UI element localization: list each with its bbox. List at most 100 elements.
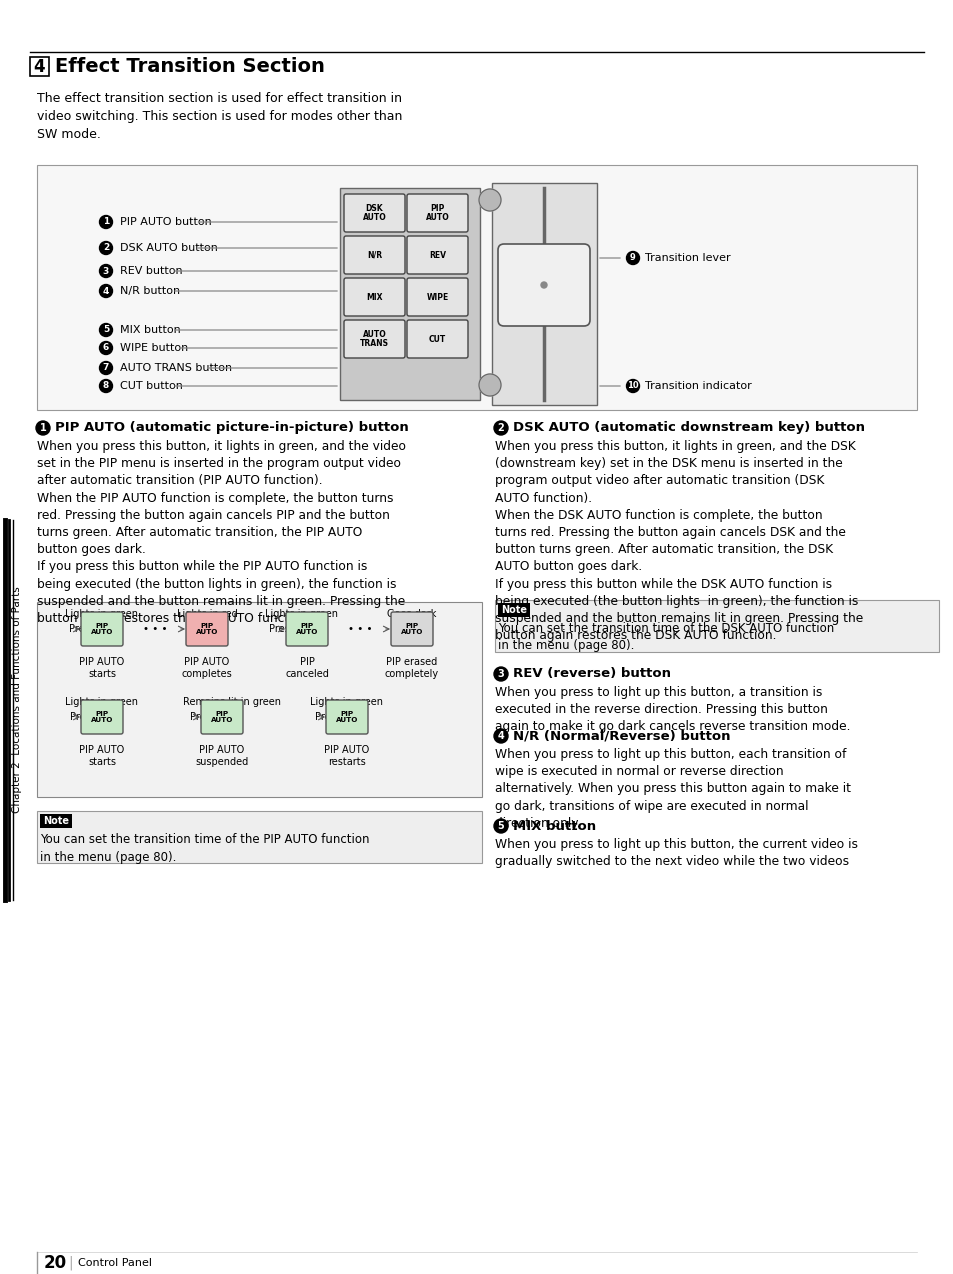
Bar <box>497 603 530 617</box>
Text: 5: 5 <box>497 820 504 831</box>
Circle shape <box>99 242 112 255</box>
Circle shape <box>478 375 500 396</box>
Text: 20: 20 <box>44 1254 67 1271</box>
FancyBboxPatch shape <box>497 245 589 326</box>
FancyBboxPatch shape <box>286 612 328 646</box>
Circle shape <box>626 251 639 265</box>
Text: 4: 4 <box>33 57 45 75</box>
Text: 5: 5 <box>103 325 109 335</box>
Text: N/R button: N/R button <box>120 285 180 296</box>
Text: Note: Note <box>500 605 526 615</box>
Text: Press: Press <box>269 624 294 634</box>
Text: 9: 9 <box>630 254 636 262</box>
FancyBboxPatch shape <box>407 278 468 316</box>
Circle shape <box>36 420 50 434</box>
Text: 3: 3 <box>497 669 504 679</box>
Text: PIP AUTO
restarts: PIP AUTO restarts <box>324 745 369 767</box>
Circle shape <box>99 265 112 278</box>
Text: Press: Press <box>314 712 340 722</box>
Text: You can set the transition time of the PIP AUTO function
in the menu (page 80).: You can set the transition time of the P… <box>40 833 369 864</box>
Text: 10: 10 <box>626 381 639 391</box>
Circle shape <box>494 819 507 833</box>
Text: PIP AUTO
completes: PIP AUTO completes <box>181 657 233 679</box>
Text: Note: Note <box>43 817 69 826</box>
Text: CUT button: CUT button <box>120 381 183 391</box>
Bar <box>40 814 71 828</box>
Text: REV (reverse) button: REV (reverse) button <box>513 668 670 680</box>
Circle shape <box>626 380 639 392</box>
Text: PIP AUTO button: PIP AUTO button <box>120 217 212 227</box>
Circle shape <box>99 215 112 228</box>
Circle shape <box>494 420 507 434</box>
Text: Goes dark: Goes dark <box>387 609 436 619</box>
FancyBboxPatch shape <box>344 236 405 274</box>
Text: DSK
AUTO: DSK AUTO <box>362 204 386 223</box>
Circle shape <box>494 668 507 682</box>
Text: 7: 7 <box>103 363 109 372</box>
Text: WIPE: WIPE <box>426 293 448 302</box>
Text: PIP AUTO (automatic picture-in-picture) button: PIP AUTO (automatic picture-in-picture) … <box>55 422 408 434</box>
Text: PIP erased
completely: PIP erased completely <box>384 657 438 679</box>
Text: • • •: • • • <box>143 624 167 634</box>
Text: MIX: MIX <box>366 293 382 302</box>
Text: PIP AUTO
starts: PIP AUTO starts <box>79 745 125 767</box>
FancyBboxPatch shape <box>186 612 228 646</box>
Bar <box>495 600 938 652</box>
FancyBboxPatch shape <box>326 699 368 734</box>
Text: N/R (Normal/Reverse) button: N/R (Normal/Reverse) button <box>513 730 730 743</box>
Text: When you press this button, it lights in green, and the DSK
(downstream key) set: When you press this button, it lights in… <box>495 440 862 642</box>
Text: You can set the transition time of the DSK AUTO function
in the menu (page 80).: You can set the transition time of the D… <box>497 622 833 652</box>
Circle shape <box>99 324 112 336</box>
Circle shape <box>494 729 507 743</box>
Text: Remains lit in green: Remains lit in green <box>183 697 281 707</box>
FancyBboxPatch shape <box>81 612 123 646</box>
Bar <box>30 57 49 76</box>
Circle shape <box>540 282 546 288</box>
Text: • • •: • • • <box>348 624 372 634</box>
Text: AUTO TRANS button: AUTO TRANS button <box>120 363 232 373</box>
Text: 2: 2 <box>103 243 109 252</box>
Text: Transition indicator: Transition indicator <box>644 381 751 391</box>
Text: PIP
AUTO: PIP AUTO <box>91 711 113 724</box>
Circle shape <box>99 284 112 298</box>
Text: PIP
AUTO: PIP AUTO <box>400 623 423 636</box>
Text: 3: 3 <box>103 266 109 275</box>
Bar <box>339 189 479 400</box>
FancyBboxPatch shape <box>391 612 433 646</box>
Bar <box>37 812 481 862</box>
Text: Lights in green: Lights in green <box>265 609 338 619</box>
Text: Control Panel: Control Panel <box>78 1257 152 1268</box>
Text: AUTO
TRANS: AUTO TRANS <box>359 330 389 348</box>
Text: WIPE button: WIPE button <box>120 343 188 353</box>
Text: REV button: REV button <box>120 266 182 276</box>
FancyBboxPatch shape <box>81 699 123 734</box>
Text: Lights in green: Lights in green <box>66 697 138 707</box>
Text: Transition lever: Transition lever <box>644 254 730 262</box>
Text: PIP
AUTO: PIP AUTO <box>91 623 113 636</box>
Text: 2: 2 <box>497 423 504 433</box>
Circle shape <box>99 341 112 354</box>
Text: PIP
AUTO: PIP AUTO <box>295 623 318 636</box>
Text: DSK AUTO button: DSK AUTO button <box>120 243 217 254</box>
Text: 4: 4 <box>497 731 504 741</box>
Text: When you press this button, it lights in green, and the video
set in the PIP men: When you press this button, it lights in… <box>37 440 406 626</box>
Text: 1: 1 <box>103 218 109 227</box>
FancyBboxPatch shape <box>407 320 468 358</box>
Text: REV: REV <box>429 251 446 260</box>
Text: Lights in green: Lights in green <box>310 697 383 707</box>
Text: PIP
AUTO: PIP AUTO <box>211 711 233 724</box>
Text: The effect transition section is used for effect transition in
video switching. : The effect transition section is used fo… <box>37 92 402 141</box>
Circle shape <box>99 380 112 392</box>
Bar <box>492 183 597 405</box>
Text: 4: 4 <box>103 287 109 296</box>
Text: Press: Press <box>190 712 215 722</box>
Text: PIP
AUTO: PIP AUTO <box>335 711 357 724</box>
Circle shape <box>478 189 500 211</box>
FancyBboxPatch shape <box>201 699 243 734</box>
Circle shape <box>99 362 112 375</box>
Bar <box>37 166 916 410</box>
FancyBboxPatch shape <box>407 194 468 232</box>
Text: PIP
AUTO: PIP AUTO <box>195 623 218 636</box>
Text: When you press to light up this button, a transition is
executed in the reverse : When you press to light up this button, … <box>495 685 850 734</box>
Text: Effect Transition Section: Effect Transition Section <box>55 57 325 76</box>
